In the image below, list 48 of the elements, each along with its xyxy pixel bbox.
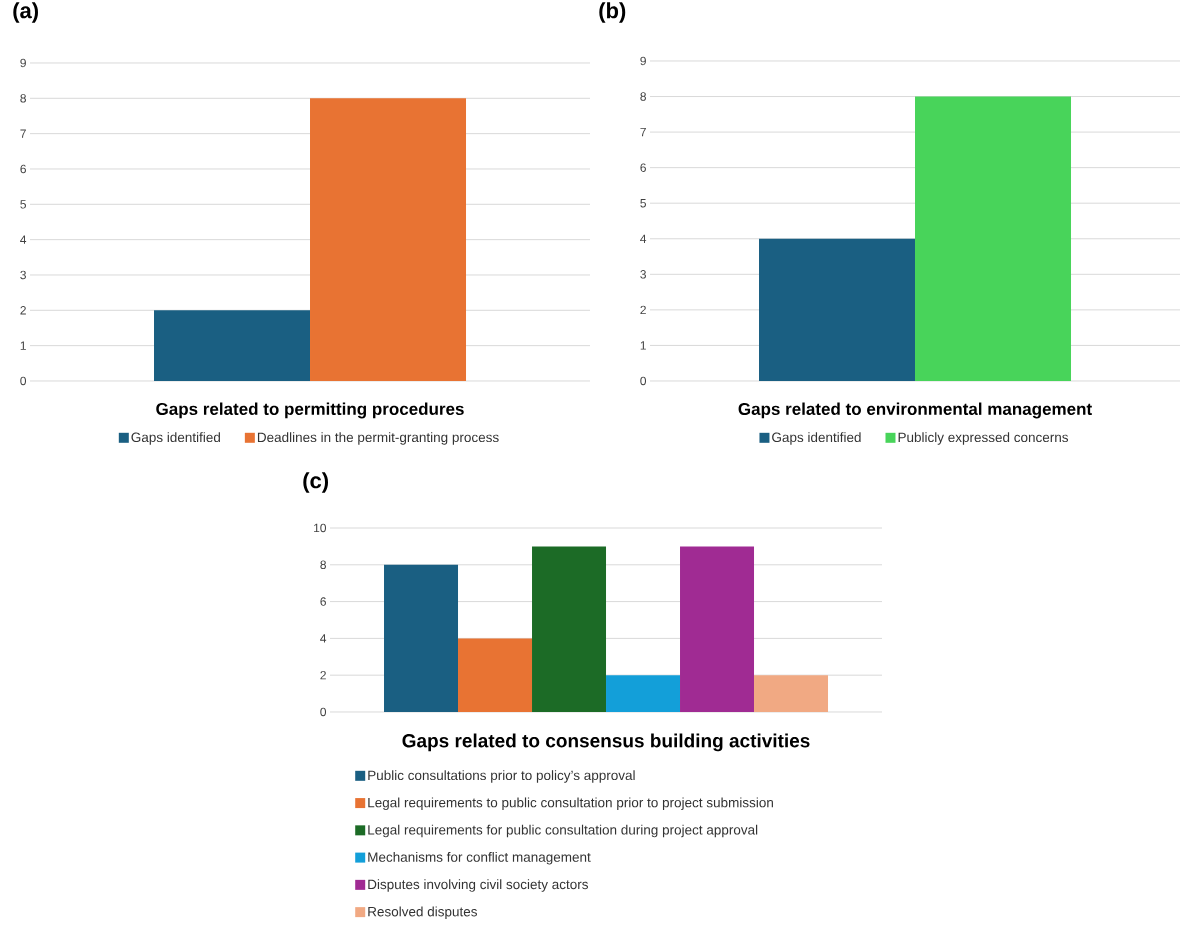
y-tick-label: 8 (20, 94, 26, 103)
bar (680, 546, 755, 712)
legend-label: Resolved disputes (368, 906, 477, 920)
y-tick-label: 4 (320, 634, 327, 643)
chart-title: (b) (599, 2, 626, 23)
y-tick-label: 5 (640, 199, 646, 208)
x-axis-title: Gaps related to permitting procedures (156, 402, 464, 419)
y-tick-label: 9 (20, 58, 26, 68)
y-tick-label: 0 (20, 376, 27, 386)
y-tick-label: 4 (20, 235, 27, 244)
y-tick-label: 10 (314, 523, 327, 533)
y-tick-label: 1 (20, 341, 26, 350)
x-axis-title: Gaps related to environmental management (738, 402, 1092, 419)
legend-label: Mechanisms for conflict management (368, 851, 591, 865)
y-tick-label: 5 (20, 200, 26, 209)
legend-label: Gaps identified (772, 432, 861, 445)
chart-title: (c) (303, 472, 328, 493)
y-tick-label: 2 (640, 305, 646, 315)
legend-label: Publicly expressed concerns (898, 432, 1069, 445)
legend-label: Deadlines in the permit-granting process (257, 432, 499, 445)
y-tick-label: 2 (320, 671, 326, 680)
y-tick-label: 7 (640, 127, 646, 137)
y-tick-label: 8 (640, 92, 646, 101)
legend-label: Gaps identified (131, 432, 220, 445)
bar (532, 546, 607, 712)
legend-label: Public consultations prior to policy’s approval (368, 770, 635, 783)
x-axis-title: Gaps related to consensus building activities (402, 733, 810, 752)
bar (458, 638, 533, 712)
y-tick-label: 0 (320, 707, 327, 717)
y-tick-label: 2 (20, 306, 26, 315)
y-tick-label: 7 (20, 129, 26, 138)
legend-label: Disputes involving civil society actors (368, 879, 589, 892)
y-tick-label: 0 (640, 376, 647, 386)
y-tick-label: 6 (640, 163, 646, 172)
y-tick-label: 6 (20, 164, 26, 174)
bar (606, 675, 681, 712)
y-tick-label: 4 (640, 234, 647, 243)
bar (754, 675, 829, 712)
y-tick-label: 9 (640, 56, 646, 66)
legend-label: Legal requirements for public consultation during project approval (368, 824, 758, 838)
y-tick-label: 8 (320, 560, 326, 570)
y-tick-label: 1 (640, 341, 646, 350)
y-tick-label: 3 (20, 270, 26, 280)
y-tick-label: 3 (640, 270, 646, 279)
bar (384, 564, 459, 712)
chart-title: (a) (13, 2, 38, 23)
y-tick-label: 6 (320, 597, 326, 606)
legend-label: Legal requirements to public consultation prior to project submission (368, 797, 773, 811)
